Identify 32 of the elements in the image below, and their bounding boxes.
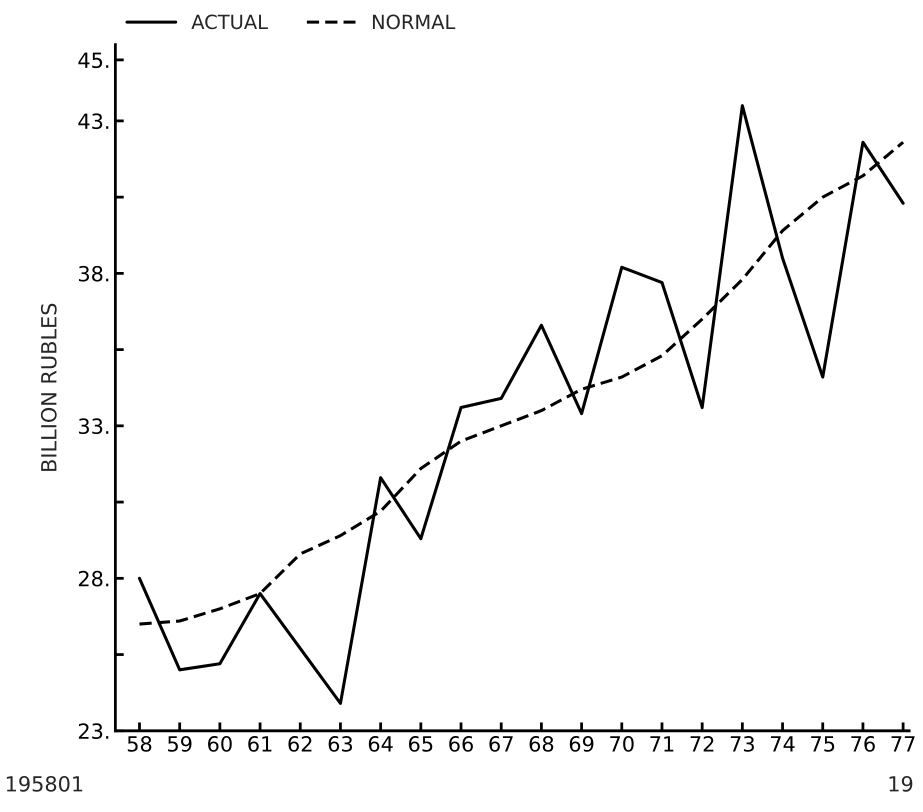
x-tick-label: 69 [570, 736, 594, 752]
text: 195801 [6, 776, 82, 792]
x-tick-label: 60 [208, 736, 232, 752]
legend-label: ACTUAL [191, 14, 268, 30]
y-axis-title: BILLION RUBLES [40, 304, 57, 471]
y-tick-label: 23. [78, 723, 108, 740]
y-tick-label: 45. [78, 52, 108, 68]
x-tick-label: 65 [409, 736, 432, 752]
x-tick-label: 68 [530, 736, 554, 752]
x-tick-label: 67 [489, 736, 513, 752]
legend-label: NORMAL [372, 14, 456, 30]
x-tick-label: 64 [368, 736, 393, 752]
x-tick-label: 63 [328, 736, 352, 752]
y-tick-label: 38. [78, 266, 108, 282]
x-tick-label: 72 [690, 736, 714, 752]
line-series [138, 104, 905, 705]
x-tick-label: 70 [610, 736, 634, 752]
text: 19 [890, 776, 912, 792]
x-tick-label: 61 [248, 736, 272, 752]
y-tick-label: 28. [78, 570, 108, 587]
x-tick-label: 71 [650, 736, 674, 752]
y-tick-label: 33. [78, 418, 108, 434]
x-tick-label: 62 [288, 736, 312, 752]
x-tick-label: 74 [771, 736, 795, 752]
x-tick-label: 75 [811, 736, 834, 752]
x-tick-label: 66 [449, 736, 473, 752]
x-tick-label: 59 [168, 736, 192, 752]
x-tick-label: 73 [730, 736, 754, 752]
x-tick-label: 77 [892, 736, 915, 752]
y-tick-label: 43. [78, 113, 108, 130]
x-tick-label: 76 [851, 736, 875, 752]
x-tick-label: 58 [128, 736, 152, 752]
